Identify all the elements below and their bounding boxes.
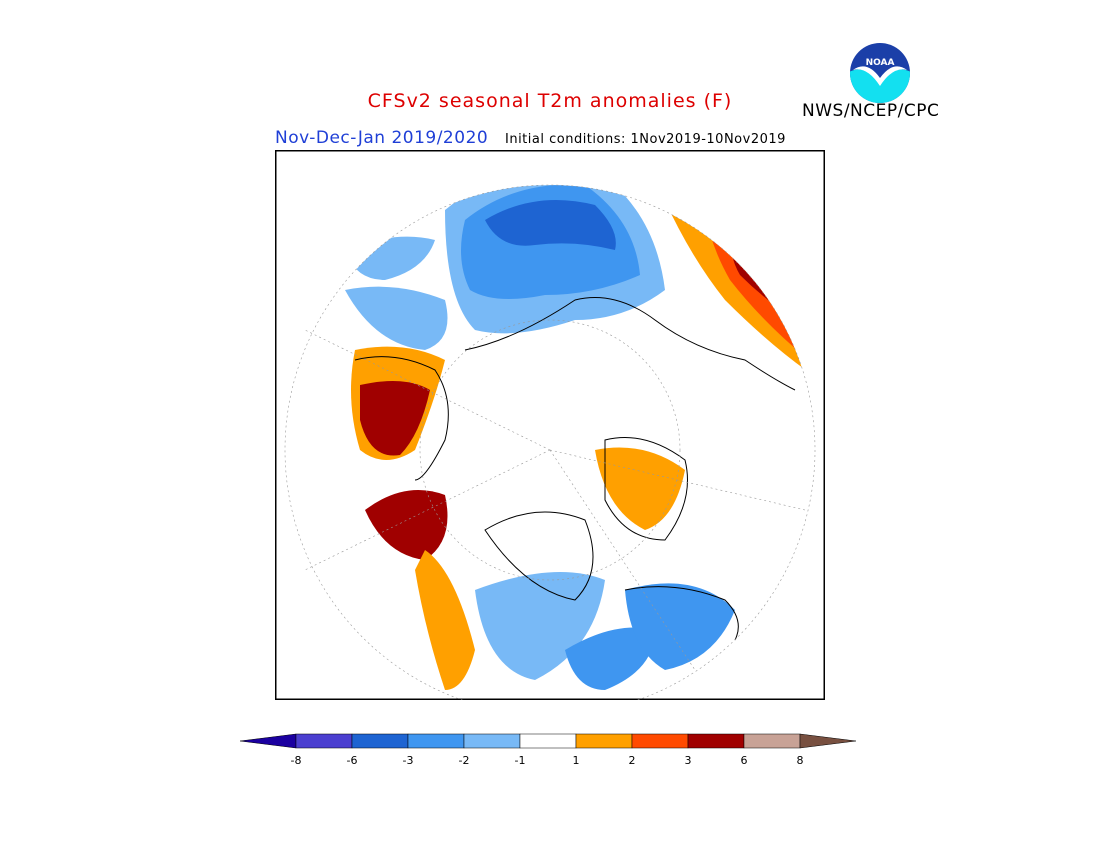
cold-anomaly-west-pacific: [345, 286, 448, 350]
colorbar-swatch: [295, 733, 353, 749]
colorbar-tick-label: 8: [797, 754, 804, 767]
colorbar-tick-label: 3: [685, 754, 692, 767]
colorbar-arrow-low: [239, 733, 297, 749]
hot-anomaly-north-america: [365, 490, 448, 560]
logo-text: NOAA: [866, 58, 895, 68]
colorbar-swatch: [407, 733, 465, 749]
colorbar-swatch: [631, 733, 689, 749]
lat-lon-grid: [284, 184, 816, 700]
colorbar-swatch: [743, 733, 801, 749]
chart-title: CFSv2 seasonal T2m anomalies (F): [367, 90, 733, 112]
cold-anomaly-europe: [565, 627, 655, 690]
colorbar-tick-label: 6: [741, 754, 748, 767]
hot-anomaly-alaska: [360, 381, 430, 456]
coastlines: [354, 297, 796, 641]
polar-anomaly-map: [275, 150, 825, 700]
noaa-logo-icon: NOAA: [850, 43, 910, 103]
cold-anomaly-siberia-core: [485, 200, 616, 250]
colorbar-tick-label: -2: [459, 754, 470, 767]
colorbar-tick-label: 1: [573, 754, 580, 767]
colorbar-tick-label: -6: [347, 754, 358, 767]
forecast-period: Nov-Dec-Jan 2019/2020: [275, 128, 489, 148]
colorbar-swatch: [687, 733, 745, 749]
colorbar-swatch: [519, 733, 577, 749]
color-legend: -8 -6 -3 -2 -1 1 2 3 6 8: [239, 733, 857, 767]
colorbar-swatch: [351, 733, 409, 749]
warm-anomaly-north-america: [415, 550, 475, 690]
colorbar-tick-label: -3: [403, 754, 414, 767]
colorbar-swatch: [575, 733, 633, 749]
colorbar-swatch: [463, 733, 521, 749]
organization-label: NWS/NCEP/CPC: [802, 101, 940, 121]
colorbar-tick-label: 2: [629, 754, 636, 767]
colorbar-tick-label: -8: [291, 754, 302, 767]
anomaly-shading: [345, 185, 815, 690]
colorbar-arrow-high: [799, 733, 857, 749]
initial-conditions: Initial conditions: 1Nov2019-10Nov2019: [505, 132, 786, 147]
warm-anomaly-greenland: [595, 447, 685, 530]
colorbar-tick-label: -1: [515, 754, 526, 767]
